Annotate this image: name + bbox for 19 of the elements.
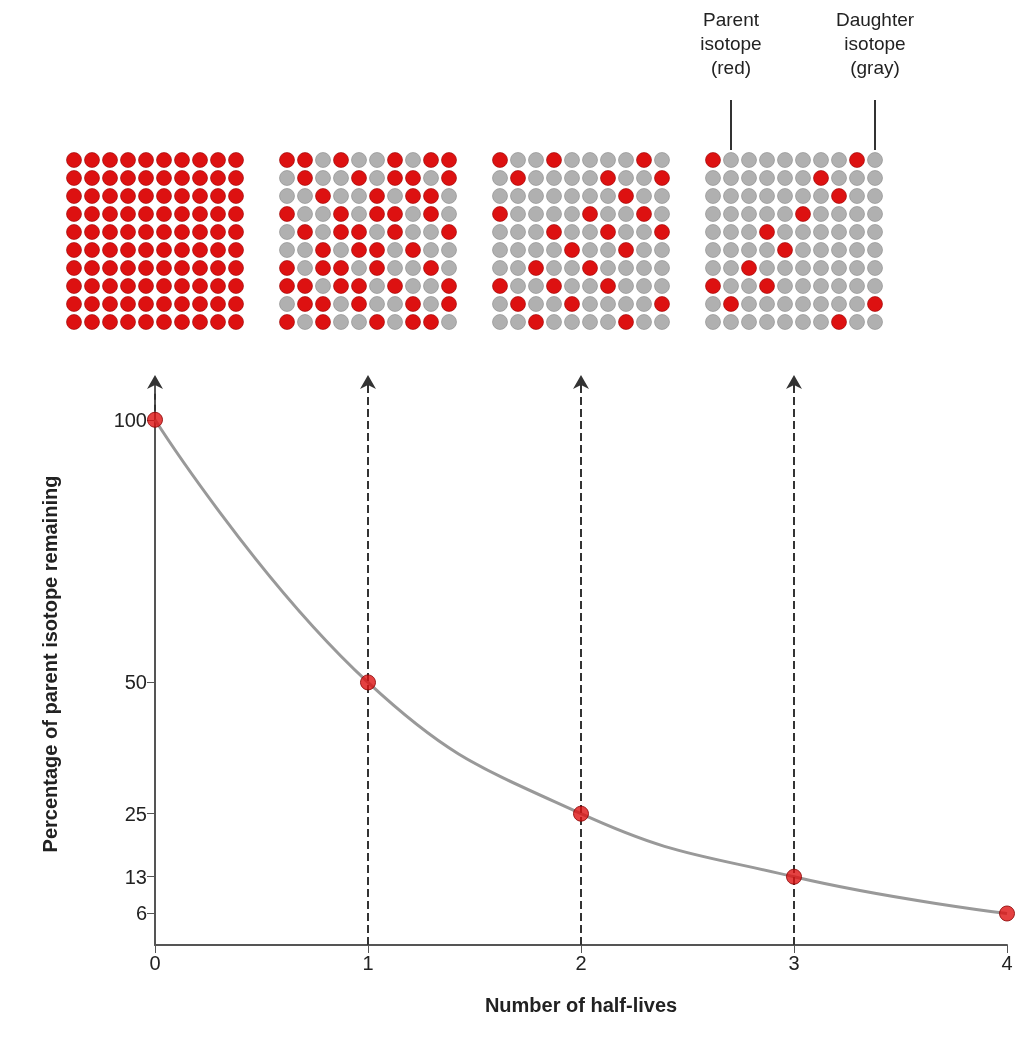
y-tick-label: 6: [135, 902, 147, 925]
text: Parent isotope (red): [699, 8, 763, 80]
x-tick-label: 1: [362, 952, 374, 974]
y-tick-label: 50: [124, 671, 147, 694]
x-axis-title: Number of half-lives: [484, 994, 678, 1016]
y-tick-label: 25: [124, 802, 147, 825]
point: [360, 674, 376, 691]
point: [999, 905, 1015, 922]
x-tick-label: 3: [788, 952, 800, 974]
y-axis-title: Percentage of parent isotope remaining: [39, 475, 61, 853]
text: Daughter isotope (gray): [834, 8, 916, 80]
y-tick-label: 13: [124, 865, 147, 888]
x-tick-label: 2: [575, 952, 587, 974]
x-tick-label: 0: [149, 952, 161, 974]
x-tick-label: 4: [1001, 952, 1013, 974]
y-tick-label: 100: [113, 408, 147, 431]
point: [147, 411, 163, 428]
point: [573, 805, 589, 822]
point: [786, 868, 802, 885]
